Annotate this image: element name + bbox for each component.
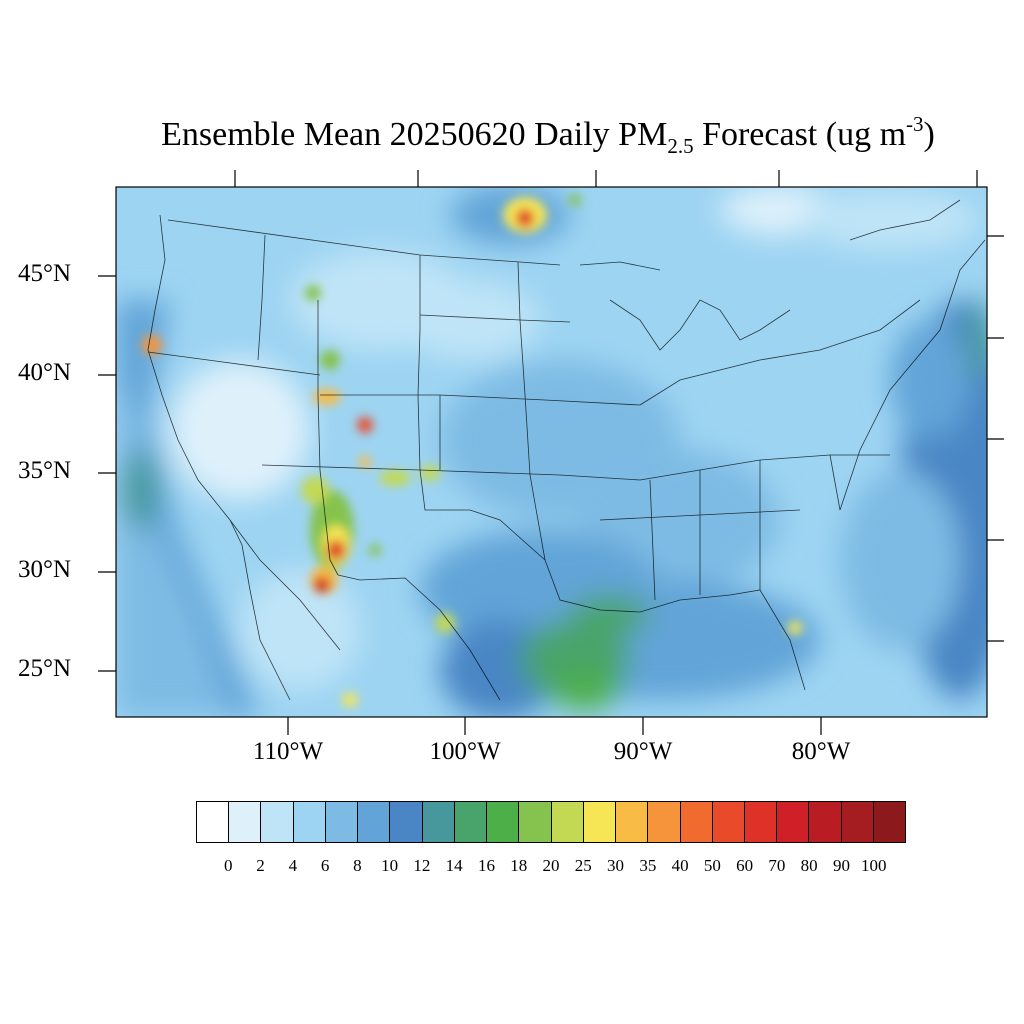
colorbar-label: 35: [639, 856, 657, 875]
colorbar-box: [680, 802, 713, 842]
lat-label-35n: 35°N: [18, 457, 72, 484]
colorbar-label: 60: [736, 856, 754, 875]
colorbar-label: 2: [256, 856, 265, 875]
colorbar-label: 80: [800, 856, 818, 875]
colorbar-box: [809, 802, 842, 842]
lat-label-25n: 25°N: [18, 655, 72, 682]
lat-label-40n: 40°N: [18, 359, 72, 386]
lat-label-45n: 45°N: [18, 260, 72, 287]
pm25-field: [116, 187, 987, 717]
lon-label-80w: 80°W: [791, 738, 851, 765]
colorbar-box: [551, 802, 584, 842]
colorbar-box: [197, 802, 230, 842]
colorbar: [196, 801, 906, 843]
lon-label-110w: 110°W: [252, 738, 324, 765]
colorbar-box: [325, 802, 359, 842]
colorbar-box: [261, 802, 294, 842]
colorbar-label: 4: [288, 856, 298, 875]
colorbar-label: 20: [542, 856, 560, 875]
colorbar-label: 40: [671, 856, 689, 875]
colorbar-box: [841, 802, 874, 842]
colorbar-box: [777, 802, 810, 842]
title-subscript: 2.5: [667, 134, 694, 158]
colorbar-label: 6: [320, 856, 330, 875]
colorbar-label: 14: [445, 856, 463, 875]
colorbar-label: 70: [768, 856, 786, 875]
colorbar-label: 100: [860, 856, 887, 875]
colorbar-box: [519, 802, 552, 842]
lon-label-100w: 100°W: [429, 738, 501, 765]
lon-label-90w: 90°W: [613, 738, 673, 765]
colorbar-box: [422, 802, 455, 842]
colorbar-label: 90: [832, 856, 850, 875]
colorbar-label: 16: [477, 856, 495, 875]
colorbar-box: [390, 802, 423, 842]
colorbar-label: 10: [381, 856, 399, 875]
lat-label-30n: 30°N: [18, 556, 72, 583]
colorbar-box: [648, 802, 681, 842]
map-ticks: [98, 170, 1004, 735]
map-frame: [115, 186, 988, 718]
colorbar-box: [229, 802, 262, 842]
title-suffix: ): [923, 116, 935, 153]
map-title: Ensemble Mean 20250620 Daily PM2.5 Forec…: [0, 112, 1024, 159]
colorbar-box: [873, 802, 906, 842]
colorbar-box: [744, 802, 778, 842]
title-mid: Forecast (ug m: [693, 116, 907, 153]
colorbar-box: [358, 802, 391, 842]
colorbar-box: [293, 802, 326, 842]
colorbar-label: 18: [510, 856, 528, 875]
colorbar-label: 30: [607, 856, 625, 875]
colorbar-label: 25: [574, 856, 592, 875]
title-superscript: -3: [906, 112, 924, 136]
colorbar-box: [712, 802, 745, 842]
colorbar-box: [583, 802, 617, 842]
colorbar-label: 0: [224, 856, 233, 875]
colorbar-box: [616, 802, 649, 842]
colorbar-box: [487, 802, 520, 842]
title-prefix: Ensemble Mean 20250620 Daily PM: [161, 116, 668, 153]
colorbar-box: [454, 802, 488, 842]
colorbar-label: 12: [413, 856, 431, 875]
colorbar-label: 8: [353, 856, 362, 875]
colorbar-label: 50: [703, 856, 721, 875]
